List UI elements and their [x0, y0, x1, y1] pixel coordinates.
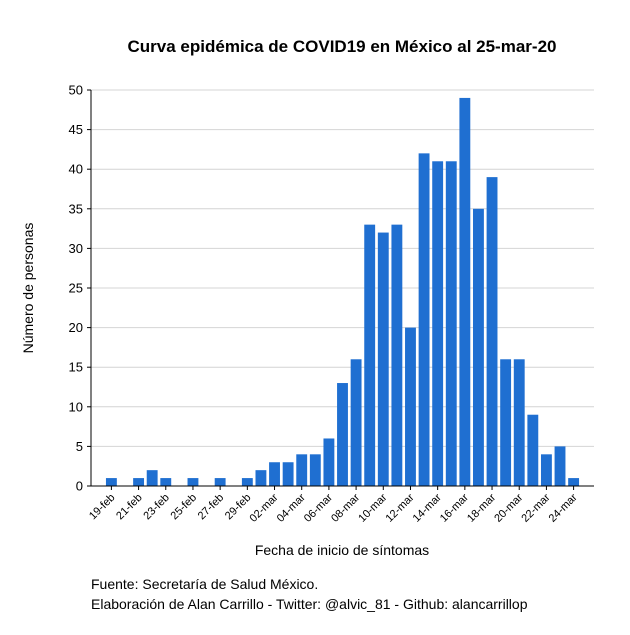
bar-25-feb — [187, 478, 199, 486]
x-tick-label: 16-mar — [438, 491, 471, 524]
x-tick-label: 24-mar — [547, 491, 580, 524]
x-axis-label: Fecha de inicio de síntomas — [255, 542, 429, 558]
bar-10-mar — [377, 232, 389, 486]
y-tick-label: 35 — [69, 201, 83, 216]
bar-04-mar — [296, 454, 308, 486]
source-caption: Fuente: Secretaría de Salud México. — [91, 576, 319, 592]
x-tick-label: 10-mar — [356, 491, 389, 524]
x-tick-label: 25-feb — [169, 492, 200, 523]
x-tick-label: 23-feb — [141, 492, 172, 523]
bar-02-mar — [269, 462, 280, 486]
x-tick-label: 06-mar — [302, 491, 335, 524]
x-tick-label: 19-feb — [87, 492, 118, 523]
bar-06-mar — [323, 438, 335, 486]
bar-20-mar — [513, 359, 525, 486]
bar-07-mar — [337, 383, 348, 486]
y-tick-label: 10 — [69, 399, 83, 414]
y-tick-label: 40 — [69, 162, 83, 177]
chart-title: Curva epidémica de COVID19 en México al … — [128, 37, 557, 56]
bar-16-mar — [459, 97, 471, 487]
y-tick-label: 50 — [69, 83, 83, 98]
y-tick-label: 25 — [69, 281, 83, 296]
credit-caption: Elaboración de Alan Carrillo - Twitter: … — [91, 596, 528, 612]
bar-09-mar — [364, 224, 376, 486]
bar-24-mar — [568, 478, 580, 486]
x-tick-label: 08-mar — [329, 491, 362, 524]
bar-27-feb — [214, 478, 226, 486]
x-tick-label: 27-feb — [196, 492, 227, 523]
x-axis-ticks: 19-feb21-feb23-feb25-feb27-feb29-feb02-m… — [87, 486, 580, 525]
bar-19-feb — [105, 478, 117, 486]
y-tick-label: 45 — [69, 122, 83, 137]
bar-01-mar — [255, 470, 267, 486]
bar-21-feb — [133, 478, 145, 486]
x-tick-label: 14-mar — [411, 491, 444, 524]
bar-19-mar — [500, 359, 512, 486]
y-axis-ticks: 0 5 10 15 20 25 30 35 40 45 50 — [69, 83, 91, 494]
bar-14-mar — [432, 161, 444, 486]
bar-03-mar — [282, 462, 294, 486]
bar-21-mar — [527, 414, 539, 486]
bar-11-mar — [391, 224, 403, 486]
bar-05-mar — [309, 454, 321, 486]
bar-15-mar — [445, 161, 457, 486]
bar-12-mar — [405, 327, 416, 486]
x-tick-label: 04-mar — [275, 491, 308, 524]
x-tick-label: 18-mar — [465, 491, 498, 524]
bar-18-mar — [486, 177, 498, 486]
x-tick-label: 12-mar — [383, 491, 416, 524]
y-tick-label: 0 — [76, 479, 83, 494]
grid-lines — [91, 89, 594, 447]
bar-23-mar — [554, 446, 566, 486]
y-axis-label: Número de personas — [20, 223, 36, 354]
y-tick-label: 20 — [69, 320, 83, 335]
y-tick-label: 5 — [76, 439, 83, 454]
y-tick-label: 30 — [69, 241, 83, 256]
x-tick-label: 20-mar — [492, 491, 525, 524]
x-tick-label: 22-mar — [519, 491, 552, 524]
bar-23-feb — [160, 478, 172, 486]
bar-08-mar — [350, 359, 362, 486]
x-tick-label: 21-feb — [114, 492, 145, 523]
bar-22-mar — [540, 454, 552, 486]
bar-29-feb — [241, 478, 253, 486]
y-tick-label: 15 — [69, 360, 83, 375]
x-tick-label: 02-mar — [248, 491, 281, 524]
bars — [105, 97, 580, 487]
bar-13-mar — [418, 153, 430, 487]
bar-22-feb — [146, 470, 158, 486]
bar-17-mar — [473, 208, 484, 487]
